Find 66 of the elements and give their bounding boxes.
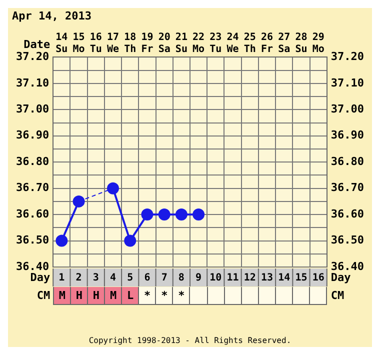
x2-tick-label: 11 [226,272,239,284]
x-tick-label: 26 Fr [260,32,274,55]
text: CM [330,289,344,302]
y-tick-label: 37.20 [16,50,50,64]
x-tick-label: 15 Mo [72,32,85,55]
x-tick-label: 24 We [226,32,239,55]
x-tick-label: 19 Fr [141,32,154,55]
text: Copyright 1998-2013 - All Rights Reserved. [88,336,292,345]
y2-tick-label: 37.00 [330,102,364,116]
x2-tick-label: 4 [110,272,116,284]
point [175,208,188,221]
y-tick-label: 36.50 [16,234,50,247]
x-tick-label: 22 Mo [192,32,205,55]
x-tick-label: 28 Su [295,32,308,55]
point [141,208,154,221]
x-tick-label: 20 Sa [158,32,170,55]
y-tick-label: 36.70 [16,181,50,194]
text: CM [36,288,50,304]
y-tick-label: 36.40 [16,260,50,273]
x-tick-label: 25 Th [244,32,256,55]
text: Day [330,270,351,284]
y-tick-label: 36.90 [16,128,50,142]
y2-tick-label: 37.10 [330,76,364,90]
x2-tick-label: 14 [278,272,290,284]
x-tick-label: 23 Tu [210,32,222,55]
x2-tick-label: 1 [58,272,65,284]
point [56,234,68,247]
x2-axis-title: Day [30,270,50,284]
x-axis-title: Date [24,38,50,52]
y-tick-label: 36.60 [16,207,50,220]
point [158,208,170,221]
x-tick-label: 29 Mo [312,32,324,55]
x-tick-label: 27 Sa [278,32,290,55]
y2-tick-label: 36.70 [330,181,364,194]
x-tick-label: 17 We [106,32,120,55]
x-tick-label: 14 Su [56,32,68,55]
x2-tick-label: 9 [196,272,202,284]
x2-tick-label: 6 [144,272,150,284]
point [107,182,119,194]
y2-tick-label: 36.90 [330,128,364,142]
y2-tick-label: 36.80 [330,154,364,168]
chart-title: Apr 14, 2013 [12,9,92,22]
x2-tick-label: 3 [92,272,99,284]
point [124,234,136,247]
y-tick-label: 36.80 [16,154,50,168]
y2-tick-label: 36.40 [330,260,364,273]
x-tick-label: 18 Th [124,32,136,55]
point [72,195,85,208]
cell-grid: M H H M L * * * [53,287,327,305]
x2-tick-label: 16 [312,272,324,284]
x2-tick-label: 10 [210,272,222,284]
x2-tick-label: 2 [76,272,82,284]
x2-tick-label: 12 [244,272,256,284]
x-tick-label: 21 Su [175,32,188,55]
x2-tick-label: 13 [260,272,274,284]
y2-tick-label: 36.50 [330,234,364,247]
y-tick-label: 37.00 [16,102,50,116]
y-tick-label: 37.10 [16,76,50,90]
x2-tick-label: 15 [295,272,308,284]
point [192,208,205,221]
x2-tick-label: 5 [127,272,134,284]
x2-tick-label: 7 [161,272,168,284]
y2-tick-label: 36.60 [330,207,364,220]
x2-tick-label: 8 [178,272,184,284]
y2-tick-label: 37.20 [330,50,364,64]
x-tick-label: 16 Tu [90,32,102,55]
